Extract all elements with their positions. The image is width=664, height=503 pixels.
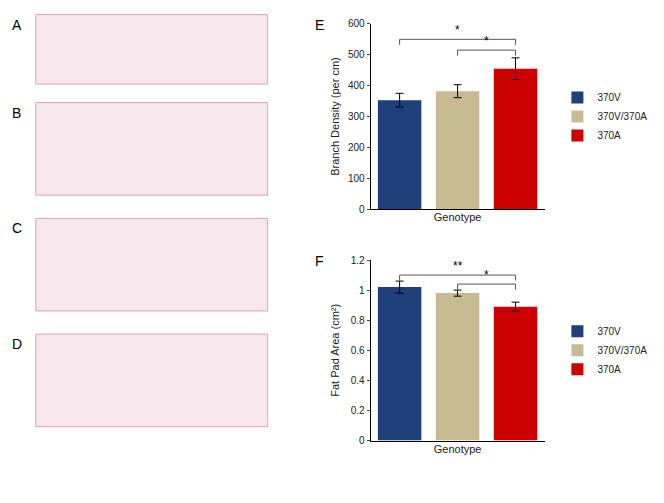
svg-text:400: 400 <box>348 80 365 91</box>
svg-text:*: * <box>484 34 489 48</box>
svg-text:0.2: 0.2 <box>351 405 365 416</box>
svg-text:370V/370A: 370V/370A <box>597 345 647 356</box>
svg-text:D: D <box>12 336 22 352</box>
svg-text:500: 500 <box>348 49 365 60</box>
svg-text:Genotype: Genotype <box>434 211 482 223</box>
svg-text:**: ** <box>453 259 463 273</box>
svg-text:370A: 370A <box>597 130 621 141</box>
svg-text:0.8: 0.8 <box>351 315 365 326</box>
svg-text:1.2: 1.2 <box>351 255 365 266</box>
svg-text:1: 1 <box>359 285 365 296</box>
svg-text:A: A <box>12 17 22 33</box>
svg-text:Branch Density (per cm): Branch Density (per cm) <box>329 57 341 176</box>
svg-text:100: 100 <box>348 173 365 184</box>
svg-text:F: F <box>315 253 324 269</box>
svg-text:370V: 370V <box>597 92 621 103</box>
svg-text:*: * <box>455 23 460 37</box>
svg-text:200: 200 <box>348 142 365 153</box>
svg-text:Genotype: Genotype <box>434 443 482 455</box>
svg-text:600: 600 <box>348 18 365 29</box>
svg-text:E: E <box>315 17 324 33</box>
svg-text:370V: 370V <box>597 326 621 337</box>
svg-text:0.4: 0.4 <box>351 375 365 386</box>
svg-text:0.6: 0.6 <box>351 345 365 356</box>
svg-text:*: * <box>484 268 489 282</box>
svg-text:Fat Pad Area (cm²): Fat Pad Area (cm²) <box>329 304 341 397</box>
svg-text:0: 0 <box>359 204 365 215</box>
svg-text:370A: 370A <box>597 364 621 375</box>
svg-text:C: C <box>12 220 22 236</box>
svg-text:B: B <box>12 105 21 121</box>
svg-text:370V/370A: 370V/370A <box>597 111 647 122</box>
svg-text:0: 0 <box>359 435 365 446</box>
svg-text:300: 300 <box>348 111 365 122</box>
